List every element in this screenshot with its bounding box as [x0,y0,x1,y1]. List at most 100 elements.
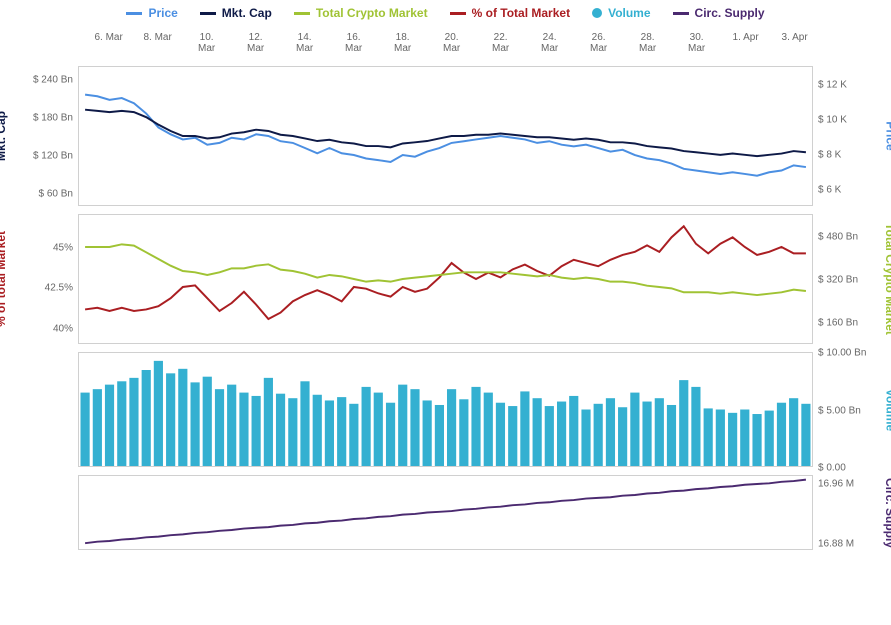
y-tick: $ 10 K [818,114,847,125]
legend-item-price[interactable]: Price [126,6,177,20]
volume-bar [178,369,187,466]
volume-bar [752,414,761,466]
volume-bar [398,385,407,466]
legend-item-circ-supply[interactable]: Circ. Supply [673,6,765,20]
y-tick: 45% [53,242,73,253]
legend-label: Mkt. Cap [222,6,272,20]
line-icon [200,12,216,15]
legend-item-volume[interactable]: Volume [592,6,650,20]
axis-title-price: Price [883,121,891,150]
volume-bar [642,402,651,466]
line-icon [294,12,310,15]
x-tick: 22.Mar [492,32,509,54]
volume-bar [80,393,89,466]
volume-bar [630,393,639,466]
volume-bar [496,403,505,466]
x-tick: 12.Mar [247,32,264,54]
series-circ_supply [85,480,806,544]
series-mktcap [85,110,806,156]
volume-bar [93,389,102,466]
volume-bar [276,394,285,466]
volume-bar [667,405,676,466]
x-tick: 18.Mar [394,32,411,54]
x-tick: 10.Mar [198,32,215,54]
axis-title-supply: Circ. Supply [883,477,891,547]
volume-bar [435,405,444,466]
line-icon [673,12,689,15]
x-tick: 30.Mar [688,32,705,54]
y-tick: 42.5% [45,283,73,294]
volume-bar [655,398,664,466]
y-tick: $ 160 Bn [818,318,858,329]
panel-price-mktcap: $ 60 Bn$ 120 Bn$ 180 Bn$ 240 Bn $ 6 K$ 8… [78,66,813,206]
volume-bar [606,398,615,466]
y-tick: 16.96 M [818,478,854,489]
volume-bar [765,411,774,466]
volume-bar [410,389,419,466]
legend-label: % of Total Market [472,6,570,20]
volume-bar [288,398,297,466]
legend-label: Circ. Supply [695,6,765,20]
volume-bar [203,377,212,466]
y-tick: $ 180 Bn [33,112,73,123]
x-tick: 1. Apr [733,32,759,43]
volume-bar [337,397,346,466]
volume-bar [777,403,786,466]
volume-bar [581,410,590,467]
volume-bar [484,393,493,466]
panel-pct-totalmarket: 40%42.5%45% $ 160 Bn$ 320 Bn$ 480 Bn [78,214,813,344]
volume-bar [227,385,236,466]
legend-label: Price [148,6,177,20]
y-tick: 16.88 M [818,538,854,549]
x-axis: 6. Mar8. Mar10.Mar12.Mar14.Mar16.Mar18.M… [78,32,813,64]
volume-bar [154,361,163,466]
chart-legend: Price Mkt. Cap Total Crypto Market % of Tot… [0,0,891,30]
y-tick: $ 240 Bn [33,74,73,85]
volume-bar [557,402,566,466]
volume-bar [105,385,114,466]
axis-title-total: Total Crypto Market [883,223,891,335]
x-tick: 28.Mar [639,32,656,54]
y-tick: $ 480 Bn [818,231,858,242]
y-tick: 40% [53,323,73,334]
volume-bar [533,398,542,466]
volume-bar [447,389,456,466]
axis-title-volume: Volume [883,388,891,430]
volume-bar [471,387,480,466]
line-icon [126,12,142,15]
volume-bar [679,380,688,466]
y-tick: $ 6 K [818,184,841,195]
volume-bar [801,404,810,466]
legend-item-total-crypto-market[interactable]: Total Crypto Market [294,6,428,20]
volume-bar [129,378,138,466]
volume-bar [618,407,627,466]
panel-volume: $ 0.00$ 5.00 Bn$ 10.00 Bn [78,352,813,467]
volume-bar [508,406,517,466]
volume-bar [386,403,395,466]
volume-bar [313,395,322,466]
x-tick: 26.Mar [590,32,607,54]
volume-bar [215,389,224,466]
y-tick: $ 60 Bn [39,189,73,200]
volume-bar [325,400,334,466]
legend-item--of-total-market[interactable]: % of Total Market [450,6,570,20]
volume-bar [252,396,261,466]
y-tick: $ 0.00 [818,463,846,474]
volume-bar [142,370,151,466]
legend-label: Total Crypto Market [316,6,428,20]
volume-bar [117,381,126,466]
y-tick: $ 320 Bn [818,275,858,286]
legend-item-mkt-cap[interactable]: Mkt. Cap [200,6,272,20]
volume-bar [459,399,468,466]
volume-bar [569,396,578,466]
axis-title-pct: % of total Market [0,231,8,327]
x-tick: 6. Mar [94,32,122,43]
y-tick: $ 12 K [818,79,847,90]
line-icon [450,12,466,15]
x-tick: 14.Mar [296,32,313,54]
volume-bar [362,387,371,466]
y-tick: $ 8 K [818,149,841,160]
x-tick: 3. Apr [782,32,808,43]
circle-icon [592,8,602,18]
volume-bar [239,393,248,466]
